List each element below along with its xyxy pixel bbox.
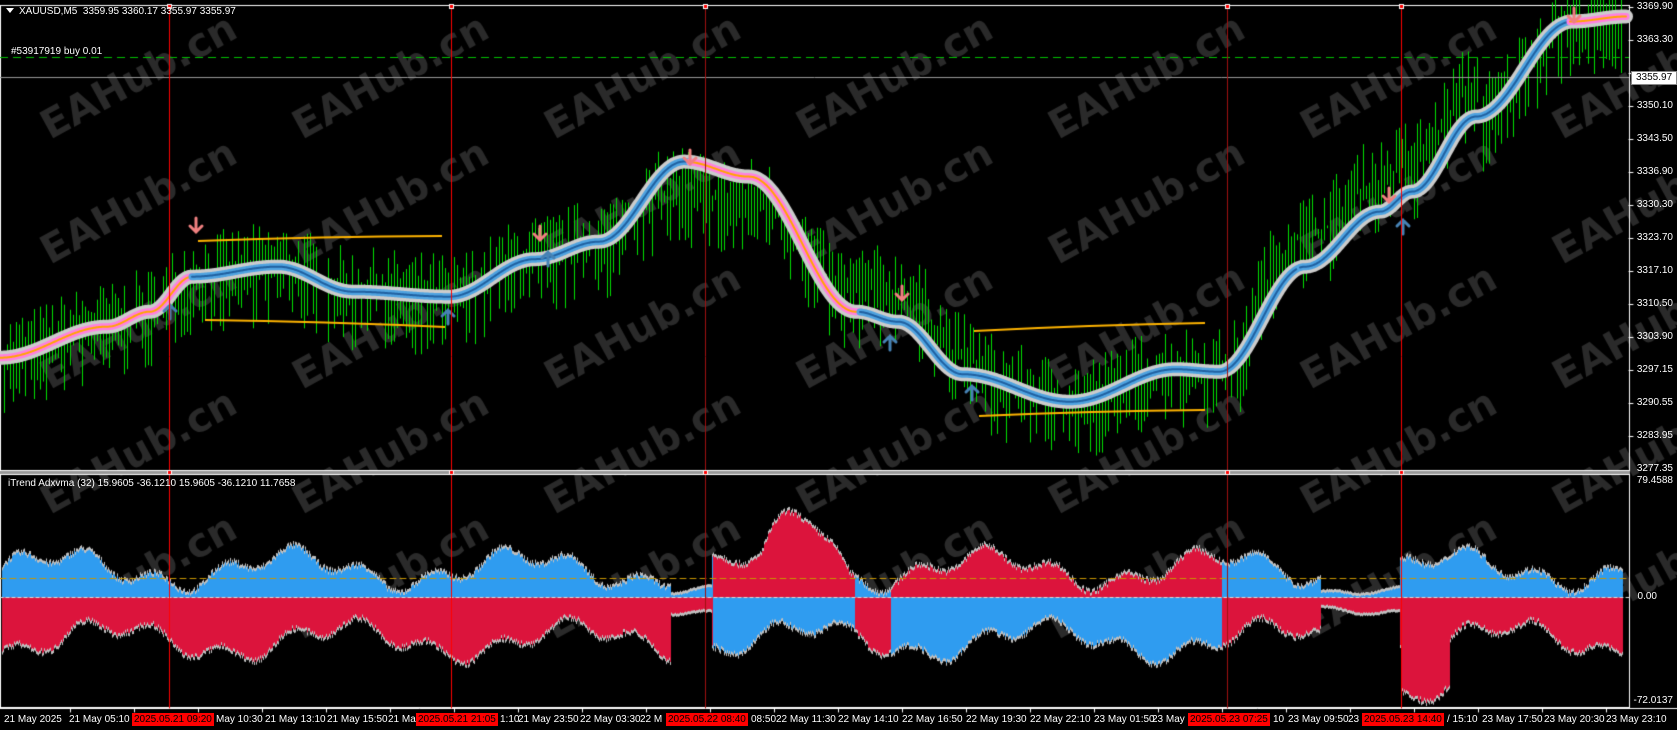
time-axis-label: 22 May 14:10 [838,714,899,725]
current-price-tag: 3355.97 [1631,71,1677,85]
time-axis-label: 21 May 2025 [4,714,62,725]
time-axis-label: 08:50 [751,714,777,725]
price-axis-label: 3369.90 [1636,1,1673,12]
price-axis-label: 3350.10 [1636,100,1673,111]
time-axis-label: 22 May 03:30 [580,714,641,725]
price-axis-label: 3283.95 [1636,430,1673,441]
ohlc-values: 3359.95 3360.17 3355.97 3355.97 [82,6,236,17]
price-axis-label: 3317.10 [1636,265,1673,276]
price-axis-label: 3323.70 [1636,232,1673,243]
time-axis-label: 21 May 13:10 [265,714,326,725]
indicator-axis-min: -72.0137 [1633,695,1673,706]
time-axis-label: 23 [1348,714,1360,725]
symbol-label: XAUUSD,M5 [19,6,78,17]
time-axis-label: 22 May 19:30 [966,714,1027,725]
price-axis-label: 3310.50 [1636,298,1673,309]
time-axis-label: 22 May 22:10 [1030,714,1091,725]
price-axis-label: 3297.15 [1636,364,1673,375]
time-axis-label: 21 May 15:50 [327,714,388,725]
time-axis-label: 23 May 09:50 [1288,714,1349,725]
time-axis-label: 22 M [640,714,663,725]
time-axis-label: 23 May 01:50 [1094,714,1155,725]
price-axis-label: 3330.30 [1636,199,1673,210]
marked-time-label: 2025.05.22 08:40 [666,713,748,726]
time-axis-label: 21 May 23:50 [518,714,579,725]
price-axis-label: 3363.30 [1636,34,1673,45]
time-axis-label: May 10:30 [216,714,263,725]
price-axis-label: 3336.90 [1636,166,1673,177]
time-axis-label: 22 May 11:30 [776,714,836,725]
time-axis-label: 21 May 05:10 [69,714,130,725]
marked-time-label: 2025.05.23 07:25 [1188,713,1270,726]
order-label[interactable]: #53917919 buy 0.01 [11,46,103,57]
indicator-axis-zero: 0.00 [1637,591,1657,602]
time-axis-label: 10 [1273,714,1285,725]
time-axis-label: 23 May 17:50 [1482,714,1543,725]
triangle-down-icon[interactable] [6,8,14,13]
time-axis-label: 22 May 16:50 [902,714,963,725]
marked-time-label: 2025.05.21 09:20 [132,713,214,726]
time-axis-label: 23 May 23:10 [1606,714,1667,725]
time-axis-label: 23 May 20:30 [1544,714,1605,725]
time-axis-label: / 15:10 [1447,714,1478,725]
price-axis-label: 3277.35 [1636,463,1673,474]
marked-time-label: 2025.05.21 21:05 [416,713,498,726]
price-axis-label: 3290.55 [1636,397,1673,408]
chart-header: XAUUSD,M5 3359.95 3360.17 3355.97 3355.9… [6,6,236,18]
time-axis-label: 21 Ma [388,714,416,725]
indicator-label: iTrend Adxvma (32) 15.9605 -36.1210 15.9… [8,478,296,489]
indicator-axis-max: 79.4588 [1636,475,1673,486]
price-axis-label: 3303.90 [1636,331,1673,342]
marked-time-label: 2025.05.23 14:40 [1362,713,1444,726]
time-axis-label: 1:10 [500,714,520,725]
price-axis-label: 3343.50 [1636,133,1673,144]
time-axis-label: 23 May [1152,714,1185,725]
